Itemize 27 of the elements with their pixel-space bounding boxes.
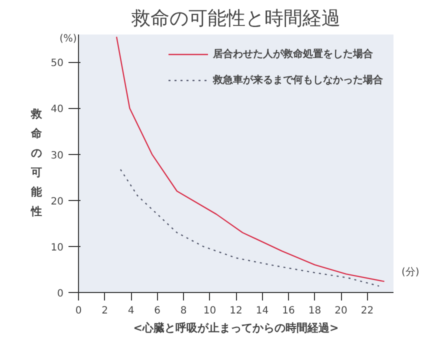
y-tick-label: 20 bbox=[50, 196, 64, 208]
x-tick-label: 0 bbox=[75, 306, 82, 316]
x-tick-label: 2 bbox=[102, 306, 108, 316]
legend-label: 居合わせた人が救命処置をした場合 bbox=[213, 48, 373, 61]
y-axis-title: 救命の可能性 bbox=[30, 107, 43, 218]
y-tick-label: 0 bbox=[57, 288, 64, 300]
y-tick-label: 40 bbox=[50, 104, 64, 116]
line-series bbox=[120, 168, 380, 287]
legend-label: 救急車が来るまで何もしなかった場合 bbox=[213, 74, 383, 87]
chart-title: 救命の可能性と時間経過 bbox=[130, 8, 340, 30]
y-tick-label: 30 bbox=[50, 150, 64, 162]
text: (分) bbox=[402, 266, 420, 278]
y-tick-label: 50 bbox=[50, 58, 64, 70]
x-tick-label: 6 bbox=[154, 306, 160, 316]
x-tick-label: 22 bbox=[360, 306, 374, 316]
x-tick-label: 20 bbox=[334, 306, 348, 316]
x-tick-label: 18 bbox=[308, 306, 322, 316]
text: (%) bbox=[60, 34, 77, 44]
x-tick-label: 14 bbox=[256, 306, 269, 316]
y-tick-label: 10 bbox=[50, 242, 64, 254]
x-tick-label: 12 bbox=[230, 306, 242, 316]
x-tick-label: 4 bbox=[128, 306, 134, 316]
x-tick-label: 10 bbox=[203, 306, 216, 316]
x-axis-title: <心臓と呼吸が止まってからの時間経過> bbox=[133, 322, 339, 334]
x-tick-label: 16 bbox=[282, 306, 295, 316]
x-tick-label: 8 bbox=[180, 306, 187, 316]
line-series bbox=[116, 36, 385, 282]
